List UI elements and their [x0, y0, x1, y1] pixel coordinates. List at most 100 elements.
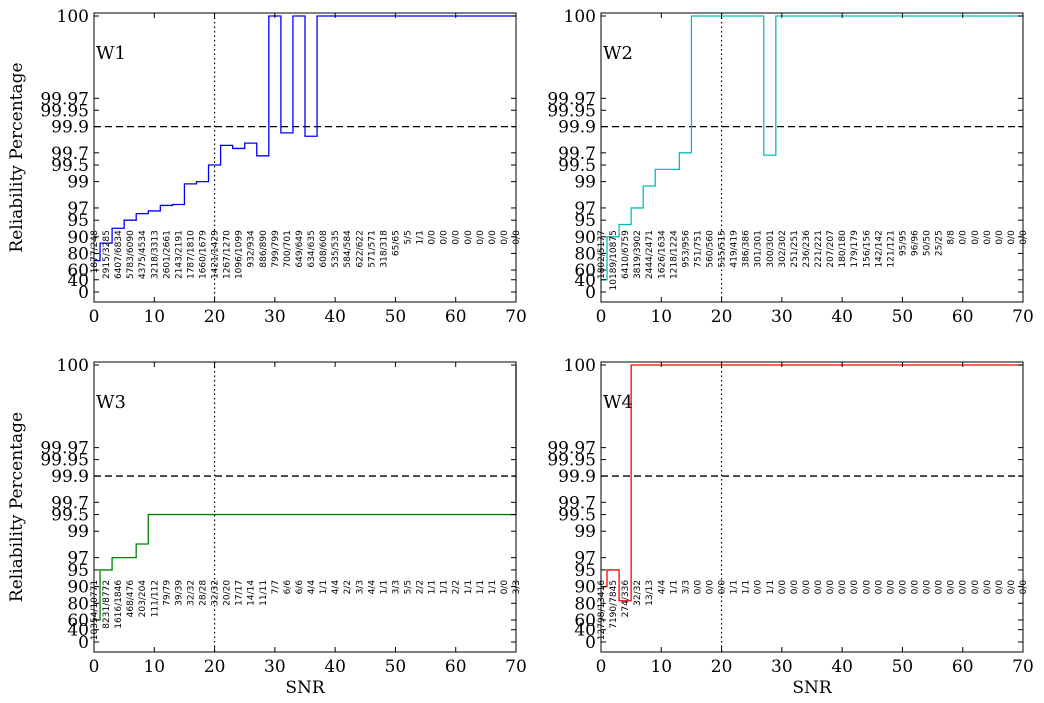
- p2-count-label: 8/8: [947, 230, 957, 245]
- p2-count-label: 50/50: [923, 230, 933, 256]
- p3-y-tick-label: 99.5: [51, 506, 89, 526]
- p4-x-tick-label: 40: [831, 657, 853, 677]
- p1-count-label: 0/0: [476, 230, 486, 245]
- p1-count-label: 1/1: [416, 230, 426, 244]
- p4-y-tick-label: 100: [564, 356, 596, 376]
- p4-count-label: 1/1: [742, 580, 752, 594]
- p3-y-tick-label: 60: [67, 611, 89, 631]
- p2-y-tick-label: 90: [574, 228, 596, 248]
- p4-count-label: 0/0: [778, 580, 788, 595]
- p4-count-label: 0/0: [995, 580, 1005, 595]
- p2-series-line: [601, 15, 1023, 281]
- p4-count-label: 0/0: [923, 580, 933, 595]
- p4-y-tick-label: 0: [585, 633, 596, 653]
- p3-count-label: 4/4: [331, 580, 341, 595]
- p1-count-label: 0/0: [452, 230, 462, 245]
- p3-count-label: 6/6: [295, 580, 305, 595]
- p3-y-tick-label: 80: [67, 594, 89, 614]
- p4-y-tick-label: 40: [574, 621, 596, 641]
- p2-count-label: 386/386: [742, 230, 752, 268]
- p3-count-label: 32/32: [186, 580, 196, 606]
- p2-x-tick-label: 40: [831, 307, 853, 327]
- p3-count-label: 4/4: [367, 580, 377, 595]
- p2-count-label: 515/515: [718, 230, 728, 267]
- p4-y-tick-label: 60: [574, 611, 596, 631]
- p1-y-tick-label: 0: [78, 283, 89, 303]
- p2-count-label: 179/179: [850, 230, 860, 268]
- p2-y-tick-label: 0: [585, 283, 596, 303]
- p2-count-label: 96/96: [910, 230, 920, 256]
- p1-count-label: 1096/1099: [235, 230, 245, 279]
- p4-x-tick-label: 70: [1012, 657, 1034, 677]
- p3-x-tick-label: 20: [204, 657, 226, 677]
- p3-x-tick-label: 10: [143, 657, 165, 677]
- p4-count-label: 4/4: [657, 580, 667, 595]
- p2-x-tick-label: 0: [596, 307, 607, 327]
- p1-count-label: 571/571: [367, 230, 377, 267]
- p3-count-label: 20/20: [223, 580, 233, 606]
- p4-y-tick-label: 99.7: [558, 493, 596, 513]
- p2-count-label: 0/0: [971, 230, 981, 245]
- p4-y-tick-label: 99.9: [558, 467, 596, 487]
- p1-count-label: 608/608: [319, 230, 329, 268]
- p3-count-label: 3/3: [355, 580, 365, 594]
- p2-count-label: 301/301: [754, 230, 764, 267]
- p3-count-label: 1616/1846: [114, 580, 124, 629]
- p4-count-label: 1/1: [669, 580, 679, 594]
- p3-y-tick-label: 99.95: [40, 451, 89, 471]
- p3-y-tick-label: 99.97: [40, 439, 89, 459]
- p4-count-label: 0/0: [935, 580, 945, 595]
- p4-count-label: 0/0: [910, 580, 920, 595]
- p1-count-label: 0/0: [512, 230, 522, 245]
- p2-y-tick-label: 97: [574, 199, 596, 219]
- p2-count-label: 419/419: [730, 230, 740, 268]
- p3-x-tick-label: 40: [324, 657, 346, 677]
- p2-x-tick-label: 30: [771, 307, 793, 327]
- p4-x-tick-label: 60: [952, 657, 974, 677]
- p1-count-label: 886/890: [259, 230, 269, 268]
- p2-count-label: 0/0: [995, 230, 1005, 245]
- p2-count-label: 0/0: [959, 230, 969, 245]
- p2-y-tick-label: 95: [574, 211, 596, 231]
- p2-count-label: 236/236: [802, 230, 812, 268]
- p1-count-label: 3218/3313: [150, 230, 160, 279]
- p2-count-label: 953/956: [681, 230, 691, 268]
- p1-count-label: 6407/6834: [114, 230, 124, 279]
- p2-count-label: 0/0: [1019, 230, 1029, 245]
- p4-count-label: 0/0: [874, 580, 884, 595]
- p1-count-label: 5783/6090: [126, 230, 136, 279]
- p4-count-label: 7190/7845: [609, 580, 619, 629]
- p2-count-label: 3819/3902: [633, 230, 643, 279]
- p1-count-label: 1787/1810: [186, 230, 196, 279]
- p3-series-line: [94, 365, 517, 621]
- p3-count-label: 1/1: [488, 580, 498, 594]
- p1-x-tick-label: 70: [505, 307, 527, 327]
- p1-count-label: 65/65: [391, 230, 401, 256]
- p1-count-label: 0/0: [428, 230, 438, 245]
- p4-count-label: 0/0: [850, 580, 860, 595]
- p3-count-label: 111/112: [150, 580, 160, 617]
- p1-count-label: 2143/2191: [174, 230, 184, 279]
- p2-count-label: 251/251: [790, 230, 800, 267]
- p1-y-tick-label: 99: [67, 173, 89, 193]
- p3-count-label: 2/2: [416, 580, 426, 594]
- p3-count-label: 32/32: [211, 580, 221, 606]
- p1-x-tick-label: 20: [204, 307, 226, 327]
- p2-x-tick-label: 20: [711, 307, 733, 327]
- p1-series-line: [94, 15, 516, 262]
- p4-count-label: 0/0: [706, 580, 716, 595]
- p2-y-tick-label: 99.7: [558, 144, 596, 164]
- p1-count-label: 1877/248: [90, 230, 100, 273]
- p1-y-tick-label: 40: [67, 271, 89, 291]
- p1-x-tick-label: 40: [324, 307, 346, 327]
- p2-x-tick-label: 10: [650, 307, 672, 327]
- p2-y-tick-label: 99.5: [558, 156, 596, 176]
- p3-count-label: 5/5: [403, 580, 413, 594]
- p2-y-tick-label: 100: [564, 7, 596, 27]
- p4-count-label: 12798/13416: [597, 580, 607, 641]
- p2-panel-title: W2: [603, 43, 633, 64]
- p1-x-tick-label: 50: [385, 307, 407, 327]
- p3-x-tick-label: 50: [385, 657, 407, 677]
- p1-count-label: 5/5: [403, 230, 413, 244]
